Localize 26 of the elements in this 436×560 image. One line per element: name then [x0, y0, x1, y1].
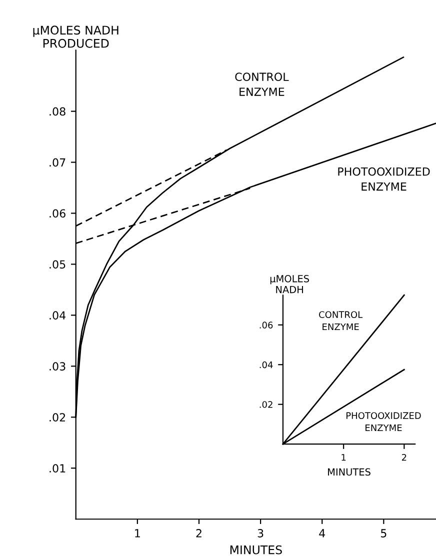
y-tick-label: .08 [50, 107, 66, 116]
x-tick-label: 3 [258, 529, 264, 538]
y-axis-title: µMOLES NADH [270, 274, 310, 294]
y-tick-label: .06 [50, 209, 66, 218]
y-tick-label: .02 [50, 413, 66, 422]
y-tick-label: .04 [260, 361, 273, 368]
x-tick-label: 2 [402, 454, 406, 461]
y-tick-label: .01 [50, 464, 66, 473]
y-tick-label: .02 [260, 401, 272, 408]
annotation: PHOTOOXIDIZED ENZYME [346, 412, 421, 432]
y-axis-title: µMOLES NADH PRODUCED [33, 26, 118, 48]
x-tick-label: 5 [380, 529, 386, 538]
x-tick-label: 1 [342, 454, 346, 461]
annotation: CONTROL ENZYME [319, 311, 363, 330]
y-tick-label: .03 [50, 362, 66, 371]
x-axis-title: MINUTES [230, 545, 282, 554]
y-tick-label: .04 [50, 311, 66, 320]
x-tick-label: 4 [319, 529, 326, 538]
x-tick-label: 1 [135, 529, 140, 538]
annotation: PHOTOOXIDIZED ENZYME [338, 167, 430, 191]
x-axis-title: MINUTES [328, 468, 370, 476]
x-tick-label: 2 [196, 529, 202, 538]
y-tick-label: .05 [50, 260, 66, 269]
y-tick-label: .07 [50, 158, 66, 167]
annotation: CONTROL ENZYME [235, 72, 289, 96]
y-tick-label: .06 [260, 322, 273, 328]
